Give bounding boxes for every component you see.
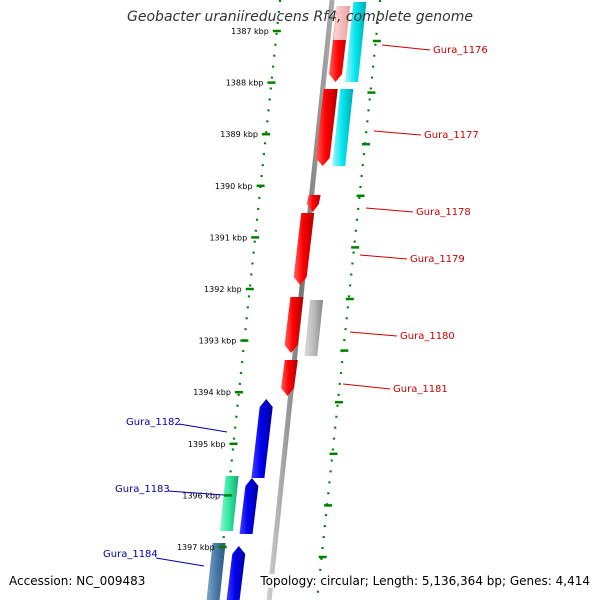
cyan-feature-1176[interactable] (344, 2, 367, 82)
left-dot-track (216, 0, 282, 600)
kbp-tick-label: 1387 kbp (231, 27, 269, 36)
kbp-tick-label: 1393 kbp (199, 337, 237, 346)
gene-leader-line (381, 44, 431, 51)
accession-text: Accession: NC_009483 (9, 574, 146, 588)
gene-label-gura-1176[interactable]: Gura_1176 (433, 45, 488, 56)
teal-feature-1183[interactable] (219, 476, 239, 531)
kbp-scale: 1387 kbp 1388 kbp 1389 kbp 1390 kbp 1391 kbp… (177, 27, 381, 559)
gray-feature-1180[interactable] (304, 300, 324, 356)
gene-label-gura-1179[interactable]: Gura_1179 (410, 254, 465, 265)
feature-track (206, 2, 367, 600)
gene-label-gura-1177[interactable]: Gura_1177 (424, 130, 479, 141)
gene-label-gura-1180[interactable]: Gura_1180 (400, 331, 455, 342)
cds-gura-1182[interactable] (251, 399, 273, 478)
tick-dot-tracks (216, 0, 382, 600)
gene-label-gura-1178[interactable]: Gura_1178 (416, 207, 471, 218)
gene-leader-line (365, 207, 414, 213)
kbp-tick-label: 1394 kbp (193, 388, 231, 397)
kbp-tick-label: 1396 kbp (182, 491, 220, 500)
cds-gura-1179[interactable] (293, 213, 315, 285)
topology-text: Topology: circular; Length: 5,136,364 bp… (260, 574, 590, 588)
gene-leader-line (167, 490, 225, 496)
pink-feature-1176[interactable] (333, 6, 350, 40)
kbp-tick-label: 1390 kbp (215, 182, 253, 191)
kbp-tick-label: 1389 kbp (220, 130, 258, 139)
cds-gura-1180[interactable] (284, 297, 304, 353)
cds-gura-1184[interactable] (226, 546, 246, 600)
kbp-tick-label: 1388 kbp (226, 79, 264, 88)
cds-gura-1181[interactable] (281, 360, 298, 396)
gene-label-gura-1181[interactable]: Gura_1181 (393, 384, 448, 395)
gene-leader-line (155, 557, 205, 567)
genome-title: Geobacter uraniireducens Rf4, complete g… (127, 9, 473, 25)
kbp-tick-label: 1397 kbp (177, 543, 215, 552)
cyan-feature-1177[interactable] (332, 89, 354, 166)
gene-leader-line (342, 383, 391, 390)
gene-labels: Gura_1176 Gura_1177 Gura_1178 Gura_1179 Gura… (103, 44, 488, 567)
cds-gura-1178[interactable] (306, 195, 321, 212)
gene-leader-line (359, 254, 408, 260)
gene-label-gura-1184[interactable]: Gura_1184 (103, 549, 158, 560)
steel-feature-1184[interactable] (206, 543, 226, 600)
gene-leader-line (373, 130, 422, 136)
kbp-tick-label: 1391 kbp (209, 233, 247, 242)
cds-gura-1183[interactable] (239, 478, 259, 534)
kbp-tick-label: 1395 kbp (188, 440, 226, 449)
right-dot-track (316, 0, 382, 600)
gene-leader-line (178, 423, 228, 433)
kbp-tick-label: 1392 kbp (204, 285, 242, 294)
gene-label-gura-1183[interactable]: Gura_1183 (115, 484, 170, 495)
gene-leader-line (349, 331, 398, 337)
gene-label-gura-1182[interactable]: Gura_1182 (126, 417, 181, 428)
cds-gura-1177[interactable] (315, 89, 338, 166)
